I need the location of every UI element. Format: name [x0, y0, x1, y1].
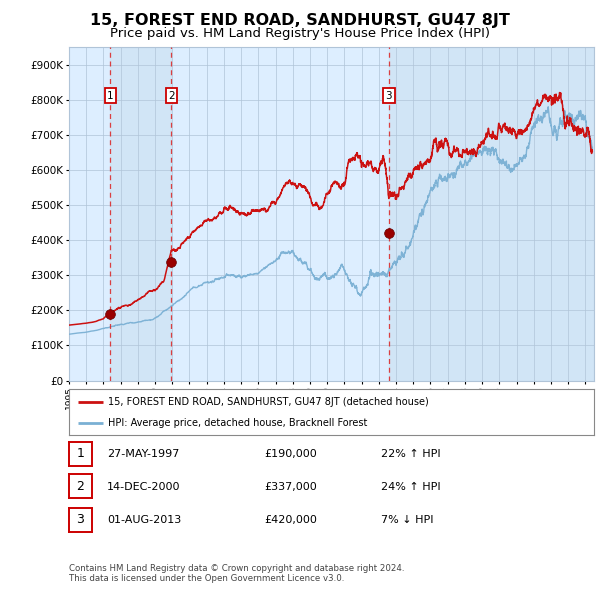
- Text: £337,000: £337,000: [264, 482, 317, 491]
- Text: 2: 2: [76, 480, 85, 493]
- Text: Price paid vs. HM Land Registry's House Price Index (HPI): Price paid vs. HM Land Registry's House …: [110, 27, 490, 40]
- Bar: [110, 47, 172, 381]
- Text: £420,000: £420,000: [264, 516, 317, 525]
- Text: £190,000: £190,000: [264, 450, 317, 459]
- Text: 3: 3: [386, 90, 392, 100]
- Text: Contains HM Land Registry data © Crown copyright and database right 2024.
This d: Contains HM Land Registry data © Crown c…: [69, 563, 404, 583]
- Bar: [389, 47, 594, 381]
- Text: 24% ↑ HPI: 24% ↑ HPI: [381, 482, 440, 491]
- Text: 22% ↑ HPI: 22% ↑ HPI: [381, 450, 440, 459]
- Text: 3: 3: [76, 513, 85, 526]
- Text: 15, FOREST END ROAD, SANDHURST, GU47 8JT (detached house): 15, FOREST END ROAD, SANDHURST, GU47 8JT…: [109, 396, 429, 407]
- Text: 01-AUG-2013: 01-AUG-2013: [107, 516, 181, 525]
- Text: 1: 1: [76, 447, 85, 460]
- Text: 27-MAY-1997: 27-MAY-1997: [107, 450, 179, 459]
- Text: 1: 1: [107, 90, 114, 100]
- Text: HPI: Average price, detached house, Bracknell Forest: HPI: Average price, detached house, Brac…: [109, 418, 368, 428]
- Text: 15, FOREST END ROAD, SANDHURST, GU47 8JT: 15, FOREST END ROAD, SANDHURST, GU47 8JT: [90, 13, 510, 28]
- Text: 2: 2: [168, 90, 175, 100]
- Text: 7% ↓ HPI: 7% ↓ HPI: [381, 516, 433, 525]
- Text: 14-DEC-2000: 14-DEC-2000: [107, 482, 181, 491]
